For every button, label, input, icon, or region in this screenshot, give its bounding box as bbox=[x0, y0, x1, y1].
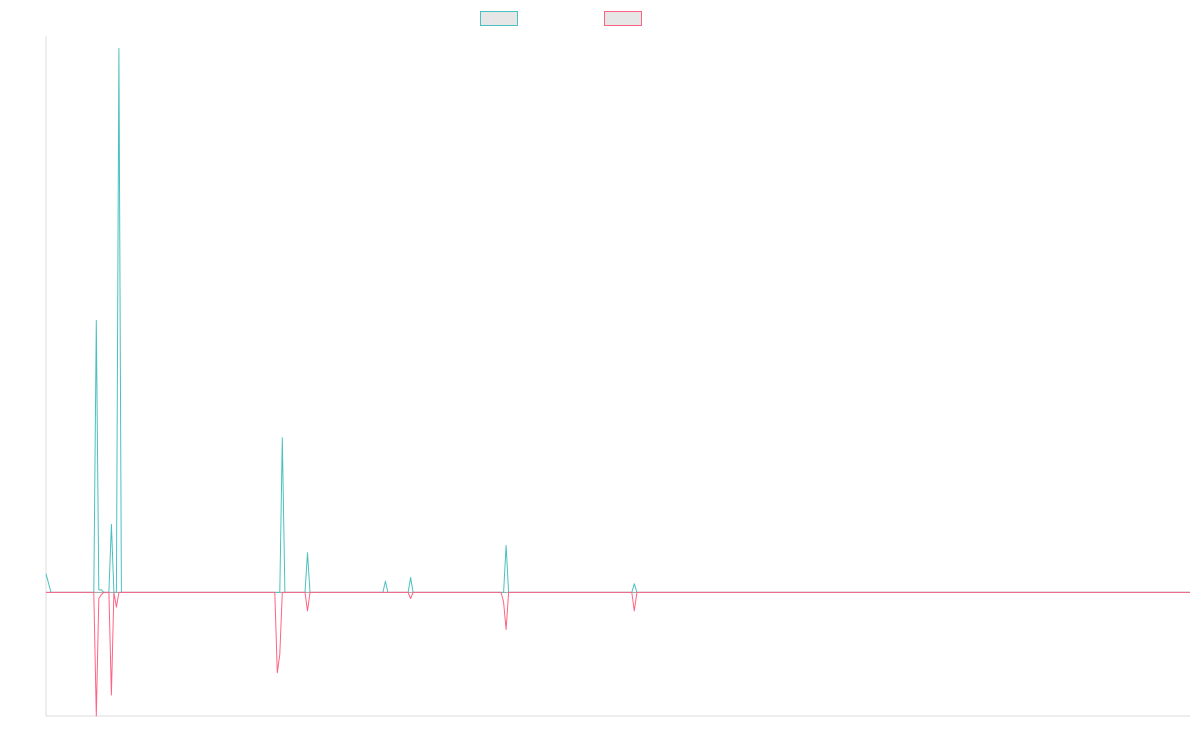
series-line-2 bbox=[46, 591, 1190, 717]
series-layer bbox=[45, 47, 1190, 717]
legend-swatch-series-1 bbox=[480, 10, 518, 26]
legend-swatch-series-2 bbox=[604, 10, 642, 26]
legend-item-series-1[interactable] bbox=[480, 9, 524, 27]
legend bbox=[0, 9, 1200, 27]
legend-item-series-2[interactable] bbox=[604, 9, 648, 27]
series-line-1 bbox=[45, 47, 1190, 593]
